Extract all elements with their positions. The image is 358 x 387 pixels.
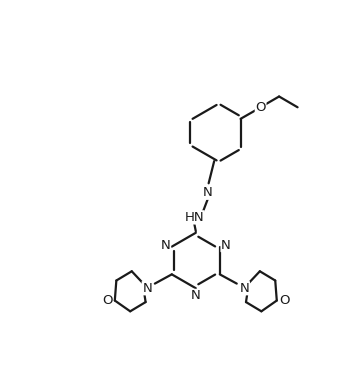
Text: O: O — [102, 294, 112, 307]
Text: N: N — [191, 289, 201, 302]
Text: N: N — [161, 239, 170, 252]
Text: N: N — [240, 282, 249, 295]
Text: O: O — [279, 294, 290, 307]
Text: N: N — [221, 239, 231, 252]
Text: HN: HN — [184, 211, 204, 224]
Text: O: O — [255, 101, 266, 114]
Text: N: N — [203, 186, 213, 199]
Text: N: N — [142, 282, 152, 295]
